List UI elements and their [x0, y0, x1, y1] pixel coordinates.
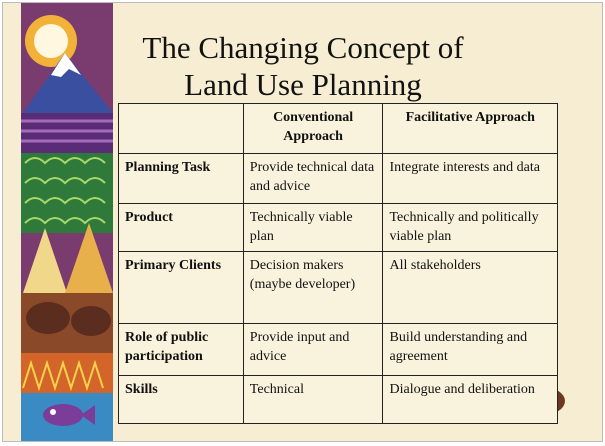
title-line: The Changing Concept of: [142, 30, 464, 65]
table-cell: Provide input and advice: [242, 323, 384, 376]
header-cell: Facilitative Approach: [382, 103, 558, 154]
row-header: Role of public participation: [118, 323, 244, 376]
row-header: Planning Task: [118, 153, 244, 204]
table-cell: Technically viable plan: [242, 203, 384, 252]
table-row: Planning Task Provide technical data and …: [118, 153, 558, 204]
table-cell: Integrate interests and data: [382, 153, 558, 204]
table-cell: Decision makers (maybe developer): [242, 251, 384, 324]
table-cell: Build understanding and agreement: [382, 323, 558, 376]
table-cell: Provide technical data and advice: [242, 153, 384, 204]
table-row: Skills Technical Dialogue and deliberation: [118, 375, 558, 424]
table-cell: Technically and politically viable plan: [382, 203, 558, 252]
table-cell: Dialogue and deliberation: [382, 375, 558, 424]
header-cell: Conventional Approach: [242, 103, 384, 154]
table-cell: All stakeholders: [382, 251, 558, 324]
header-row: Conventional Approach Facilitative Appro…: [118, 103, 558, 154]
row-header: Primary Clients: [118, 251, 244, 324]
table-cell: Technical: [242, 375, 384, 424]
title-line: Land Use Planning: [184, 67, 422, 102]
comparison-table: Conventional Approach Facilitative Appro…: [118, 103, 558, 424]
row-header: Skills: [118, 375, 244, 424]
table-body: Planning Task Provide technical data and …: [118, 153, 558, 424]
table-row: Primary Clients Decision makers (maybe de…: [118, 251, 558, 324]
header-cell: [118, 103, 244, 154]
table-row: Product Technically viable plan Technicall…: [118, 203, 558, 252]
table-row: Role of public participation Provide inpu…: [118, 323, 558, 376]
row-header: Product: [118, 203, 244, 252]
